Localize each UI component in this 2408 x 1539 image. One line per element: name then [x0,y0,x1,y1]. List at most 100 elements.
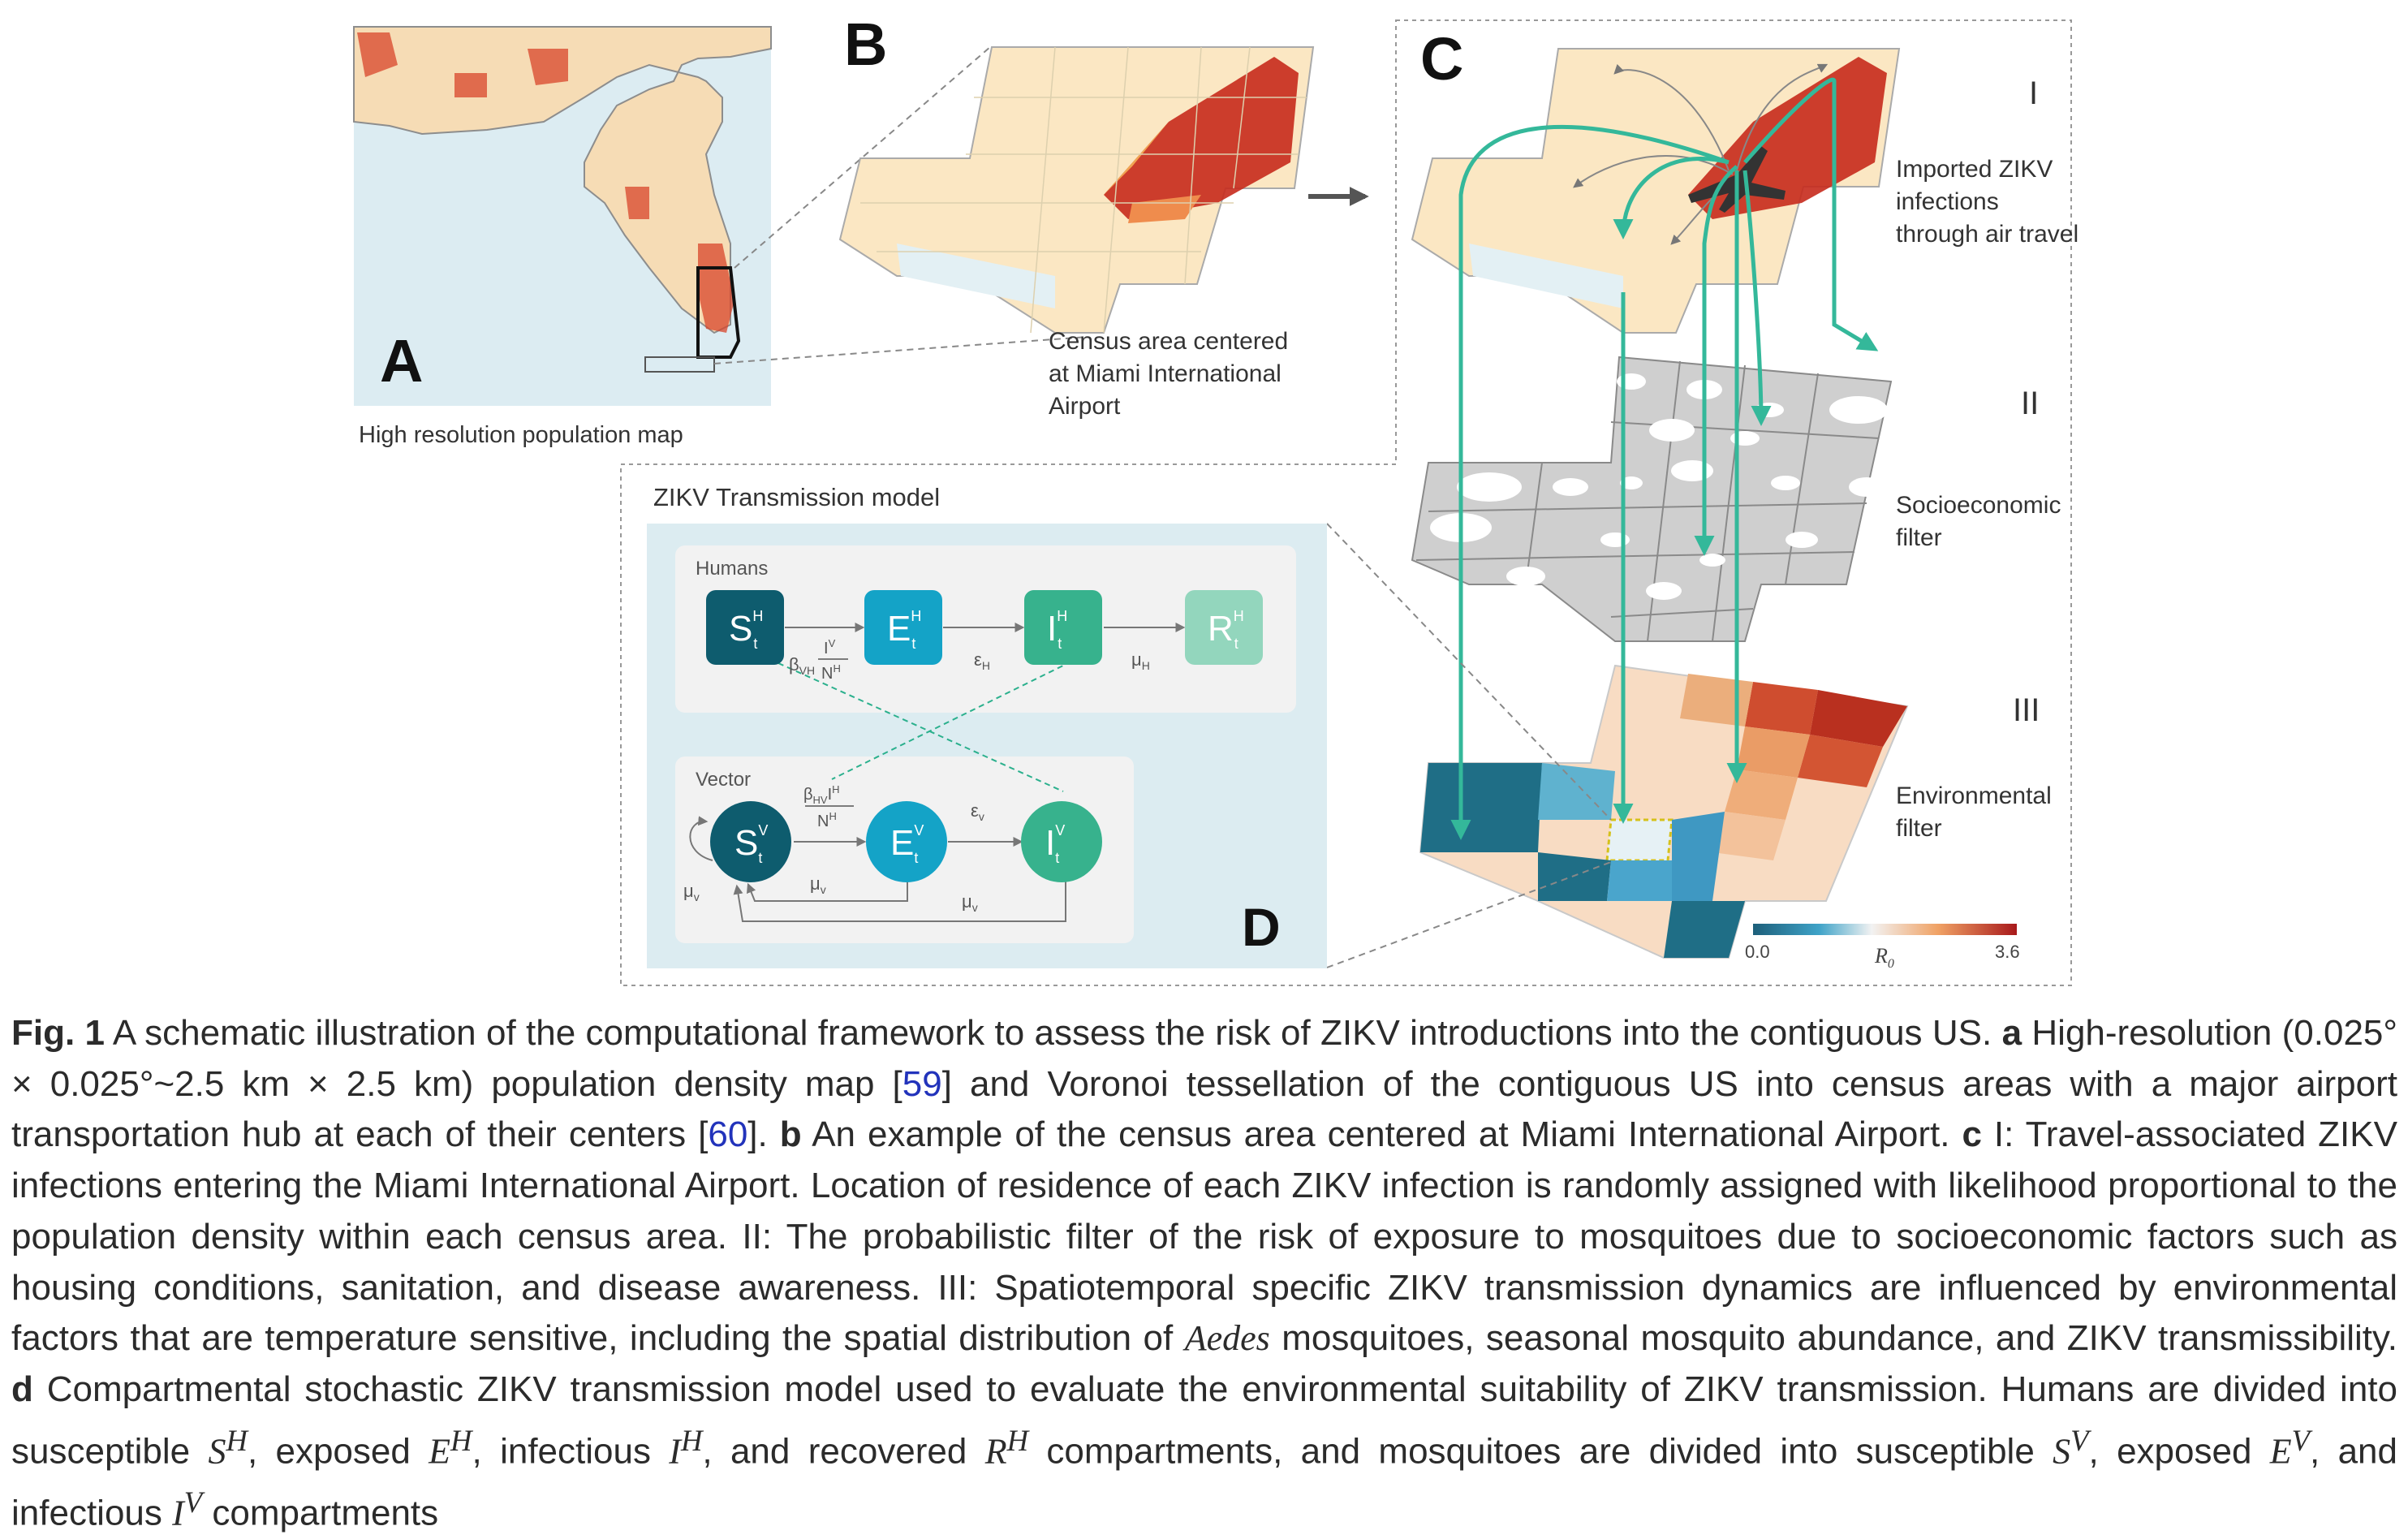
citation-59[interactable]: 59 [902,1063,942,1104]
layer-2-numeral: II [2021,386,2039,421]
compartment-circle [866,801,947,882]
caption-d: d [11,1369,33,1409]
panel-b-callout-2: at Miami International [1049,360,1282,387]
rate-beta-vh: βVH [789,654,815,677]
cross-infection-links [769,658,1072,792]
caption-text: Fig. 1 A schematic illustration of the c… [11,1008,2397,1539]
caption-eh: E [429,1431,451,1472]
caption-sv-sup: V [2070,1423,2089,1457]
caption-seg-5: An example of the census area centered a… [801,1114,1962,1155]
compartment-box [1185,590,1263,665]
citation-60[interactable]: 60 [708,1114,748,1155]
caption-a: a [2001,1013,2022,1053]
panel-d: ZIKV Transmission model Humans Vector SH… [647,483,1327,968]
layer-3-grid [1419,664,1909,959]
caption-seg-9: , exposed [247,1431,429,1472]
layer-1-label-1: Imported ZIKV [1896,156,2053,183]
caption-seg-1: A schematic illustration of the computat… [105,1013,2002,1053]
caption-ih-sup: H [680,1423,703,1457]
caption-seg-8: Compartmental stochastic ZIKV transmissi… [11,1369,2397,1472]
rate-nh-vector-denominator: NH [817,810,837,830]
compartment-circle [1021,801,1102,882]
rate-epsilon-h: εH [974,649,990,672]
compartment-s-h: SH t [706,590,784,665]
compartment-r-h: RH t [1185,590,1263,665]
caption-seg-15: compartments [202,1493,439,1533]
layer-2-label-2: filter [1896,524,1942,551]
caption-aedes: Aedes [1184,1318,1270,1359]
compartment-box [706,590,784,665]
infection-drop-arrows [1450,77,1879,840]
panel-b-letter: B [844,11,887,78]
compartment-label: SV t [734,822,768,866]
caption-seg-12: compartments, and mosquitoes are divided… [1028,1431,2053,1472]
panel-a-letter: A [380,327,423,394]
rate-mu-v-exposed: μv [810,873,826,896]
caption-seg-13: , exposed [2088,1431,2270,1472]
compartment-i-v: IV t [1021,801,1102,882]
humans-box [675,545,1296,713]
compartment-label: SH t [729,608,763,652]
colorbar-label: R0 [1874,944,1894,971]
panel-b-callout-1: Census area centered [1049,328,1288,355]
panel-c: C [1411,25,2078,971]
caption-b: b [779,1114,802,1155]
vector-label: Vector [696,769,751,791]
rate-mu-h: μH [1131,649,1150,672]
caption-sh-sup: H [226,1423,248,1457]
connector-d-c-top [1326,523,1612,821]
caption-rh-sup: H [1006,1423,1029,1457]
rate-iv-numerator: IV [824,637,836,657]
layer-3-label-2: filter [1896,815,1942,842]
caption-iv: I [172,1493,184,1533]
caption-seg-6: I: Travel-associated ZIKV infections ent… [11,1114,2397,1359]
r0-colorbar [1753,924,2017,935]
figure-illustration: A High resolution population map B Censu… [353,11,2078,986]
florida-landmass [353,26,772,334]
caption-seg-2: High-resolution (0.025° × 0.025°~2.5 km … [11,1013,2398,1104]
caption-seg-4: ]. [747,1114,780,1155]
caption-seg-11: , and recovered [702,1431,985,1472]
compartment-e-v: EV t [866,801,947,882]
caption-eh-sup: H [450,1423,472,1457]
rate-nh-denominator: NH [821,662,841,683]
connector-d-c-bottom [1326,861,1612,968]
compartment-label: EV t [890,822,924,866]
layer-1-label-3: through air travel [1896,221,2078,248]
layer-3-label-1: Environmental [1896,782,2052,809]
rate-beta-hv: βHVIH [803,783,840,806]
rate-mu-v-infectious: μv [962,891,978,914]
caption-c: c [1962,1114,1982,1155]
caption-seg-10: , infectious [472,1431,670,1472]
layer-3-numeral: III [2013,692,2040,728]
caption-seg-3: ] and Voronoi tessellation of the contig… [11,1063,2397,1155]
panel-d-title: ZIKV Transmission model [653,483,940,511]
vector-transition-arrows [689,816,1066,922]
keys-outline [644,356,715,373]
compartment-e-h: EH t [864,590,942,665]
population-hotspots [357,32,734,333]
compartment-box [864,590,942,665]
compartment-label: EH t [887,608,921,652]
caption-sv: S [2053,1431,2071,1472]
layer-1-label-2: infections [1896,188,1999,215]
panel-b-callout-3: Airport [1049,393,1121,420]
rate-mu-v-self: μv [683,881,700,903]
layer-1-numeral: I [2029,75,2038,111]
caption-ev-sup: V [2291,1423,2311,1457]
compartment-circle [710,801,791,882]
panel-a: A High resolution population map [353,26,772,448]
compartment-box [1024,590,1102,665]
colorbar-max: 3.6 [1995,942,2020,962]
human-compartments: SH t EH t IH t RH t [706,590,1263,665]
census-area-outline [696,266,741,359]
caption-ih: I [669,1431,681,1472]
compartment-i-h: IH t [1024,590,1102,665]
vector-compartments: SV t EV t IV t [710,801,1102,882]
dashed-frame [620,19,2072,986]
figure-caption: Fig. 1 A schematic illustration of the c… [11,1008,2397,1539]
panel-d-letter: D [1242,897,1281,957]
connector-a-b-bottom [713,336,1088,364]
panel-c-letter: C [1420,25,1463,93]
caption-iv-sup: V [183,1485,203,1519]
